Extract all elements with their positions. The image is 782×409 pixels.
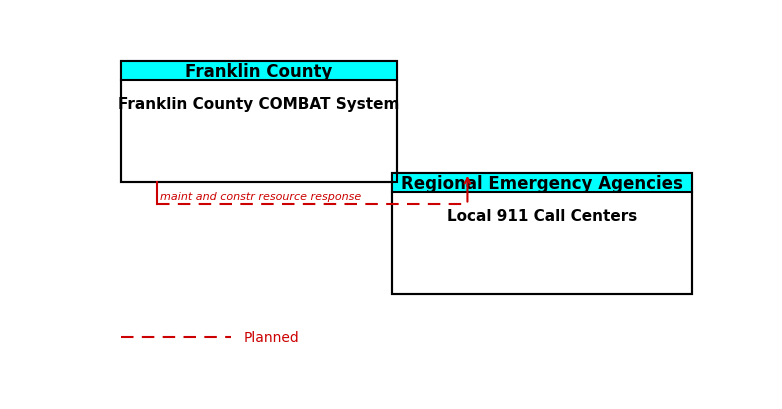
- Text: Planned: Planned: [243, 330, 299, 344]
- Bar: [392, 173, 692, 295]
- Text: Franklin County COMBAT System: Franklin County COMBAT System: [118, 97, 400, 112]
- Text: Local 911 Call Centers: Local 911 Call Centers: [447, 209, 637, 224]
- Text: Franklin County: Franklin County: [185, 63, 332, 80]
- Bar: [392, 173, 692, 295]
- Bar: [120, 62, 396, 183]
- Text: Regional Emergency Agencies: Regional Emergency Agencies: [400, 174, 683, 192]
- Text: maint and constr resource response: maint and constr resource response: [160, 192, 361, 202]
- Bar: [392, 173, 692, 193]
- Bar: [120, 62, 396, 81]
- Bar: [120, 62, 396, 183]
